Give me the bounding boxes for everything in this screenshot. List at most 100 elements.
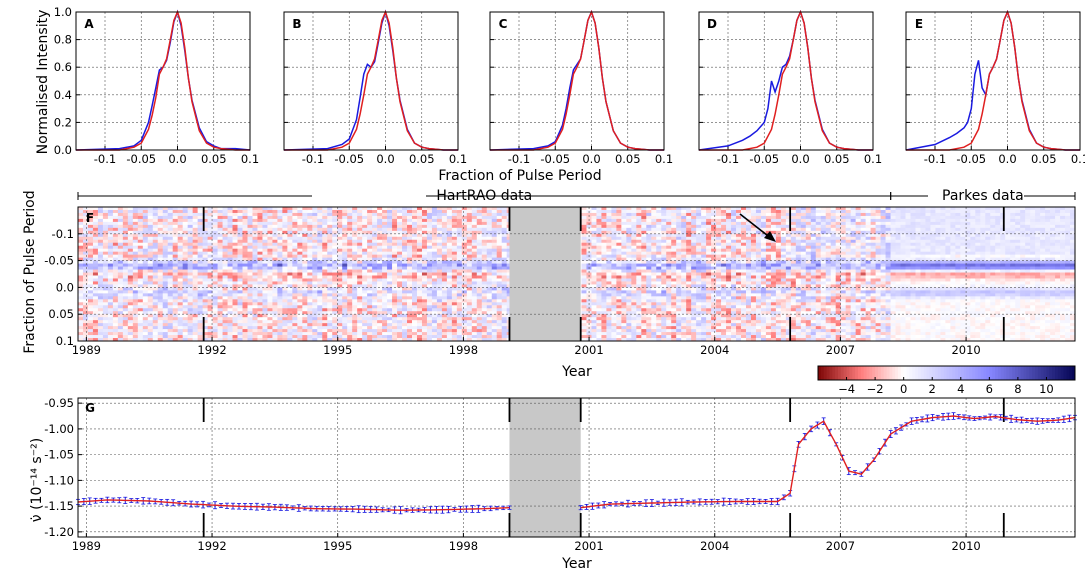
heatmap-cell xyxy=(357,323,363,327)
heatmap-cell xyxy=(312,293,318,297)
heatmap-cell xyxy=(192,317,199,321)
heatmap-cell xyxy=(132,233,139,238)
heatmap-cell xyxy=(217,230,223,235)
y-tick-label: 0.4 xyxy=(54,88,72,102)
heatmap-cell xyxy=(407,212,413,217)
heatmap-cell xyxy=(402,263,408,267)
heatmap-cell xyxy=(601,320,607,324)
heatmap-cell xyxy=(506,311,513,315)
heatmap-cell xyxy=(626,284,632,288)
heatmap-cell xyxy=(207,314,213,318)
heatmap-cell xyxy=(267,329,273,333)
heatmap-cell xyxy=(222,338,228,342)
heatmap-cell xyxy=(392,296,398,300)
heatmap-cell xyxy=(397,245,403,250)
heatmap-cell xyxy=(257,242,263,247)
heatmap-cell xyxy=(591,308,597,312)
heatmap-cell xyxy=(626,269,632,273)
heatmap-cell xyxy=(347,272,353,276)
heatmap-cell xyxy=(107,281,114,285)
heatmap-cell xyxy=(202,209,209,214)
heatmap-cell xyxy=(87,251,94,256)
heatmap-cell xyxy=(367,233,373,238)
heatmap-cell xyxy=(307,245,313,250)
heatmap-cell xyxy=(237,218,243,223)
heatmap-cell xyxy=(337,317,343,321)
heatmap-cell xyxy=(631,287,637,291)
heatmap-cell xyxy=(332,335,338,339)
heatmap-cell xyxy=(282,266,288,270)
heatmap-cell xyxy=(387,245,393,250)
heatmap-cell xyxy=(132,323,139,327)
heatmap-cell xyxy=(661,224,667,229)
heatmap-cell xyxy=(272,209,278,214)
heatmap-cell xyxy=(362,233,368,238)
heatmap-cell xyxy=(297,335,303,339)
heatmap-cell xyxy=(142,275,149,279)
heatmap-cell xyxy=(676,281,682,285)
heatmap-cell xyxy=(247,236,253,241)
heatmap-cell xyxy=(342,296,348,300)
heatmap-cell xyxy=(167,284,174,288)
heatmap-cell xyxy=(606,254,612,259)
heatmap-cell xyxy=(471,233,478,238)
heatmap-cell xyxy=(441,320,448,324)
heatmap-cell xyxy=(342,266,348,270)
heatmap-cell xyxy=(466,227,473,232)
heatmap-cell xyxy=(591,284,597,288)
heatmap-cell xyxy=(626,236,632,241)
heatmap-cell xyxy=(357,215,363,220)
heatmap-cell xyxy=(631,236,637,241)
heatmap-cell xyxy=(357,236,363,241)
profile-line-red xyxy=(490,9,664,151)
heatmap-cell xyxy=(616,323,622,327)
heatmap-cell xyxy=(237,207,243,211)
heatmap-cell xyxy=(317,230,323,235)
heatmap-cell xyxy=(202,215,209,220)
heatmap-cell xyxy=(421,332,428,336)
heatmap-cell xyxy=(122,311,129,315)
heatmap-cell xyxy=(152,207,159,211)
heatmap-cell xyxy=(222,239,228,244)
heatmap-cell xyxy=(426,329,433,333)
heatmap-cell xyxy=(347,218,353,223)
heatmap-cell xyxy=(97,254,104,259)
heatmap-cell xyxy=(282,245,288,250)
heatmap-cell xyxy=(222,236,228,241)
heatmap-cell xyxy=(397,248,403,253)
heatmap-cell xyxy=(247,308,253,312)
heatmap-cell xyxy=(676,272,682,276)
heatmap-cell xyxy=(82,317,89,321)
heatmap-cell xyxy=(247,287,253,291)
heatmap-cell xyxy=(102,254,109,259)
heatmap-cell xyxy=(242,329,248,333)
heatmap-cell xyxy=(606,293,612,297)
heatmap-cell xyxy=(596,290,602,294)
heatmap-cell xyxy=(342,224,348,229)
heatmap-cell xyxy=(137,239,144,244)
heatmap-cell xyxy=(262,332,268,336)
heatmap-cell xyxy=(337,266,343,270)
heatmap-cell xyxy=(332,329,338,333)
heatmap-cell xyxy=(92,317,99,321)
heatmap-cell xyxy=(137,323,144,327)
heatmap-cell xyxy=(177,296,184,300)
heatmap-cell xyxy=(446,275,453,279)
heatmap-cell xyxy=(372,317,378,321)
heatmap-cell xyxy=(626,257,632,261)
heatmap-cell xyxy=(317,207,323,211)
heatmap-cell xyxy=(412,311,418,315)
heatmap-cell xyxy=(676,314,682,318)
heatmap-cell xyxy=(292,218,298,223)
heatmap-cell xyxy=(112,335,119,339)
heatmap-cell xyxy=(317,329,323,333)
heatmap-cell xyxy=(177,251,184,256)
heatmap-cell xyxy=(332,278,338,282)
heatmap-cell xyxy=(167,326,174,330)
heatmap-cell xyxy=(646,251,652,256)
heatmap-cell xyxy=(117,251,124,256)
heatmap-cell xyxy=(476,221,483,226)
heatmap-cell xyxy=(172,272,179,276)
heatmap-cell xyxy=(446,269,453,273)
heatmap-cell xyxy=(471,236,478,241)
